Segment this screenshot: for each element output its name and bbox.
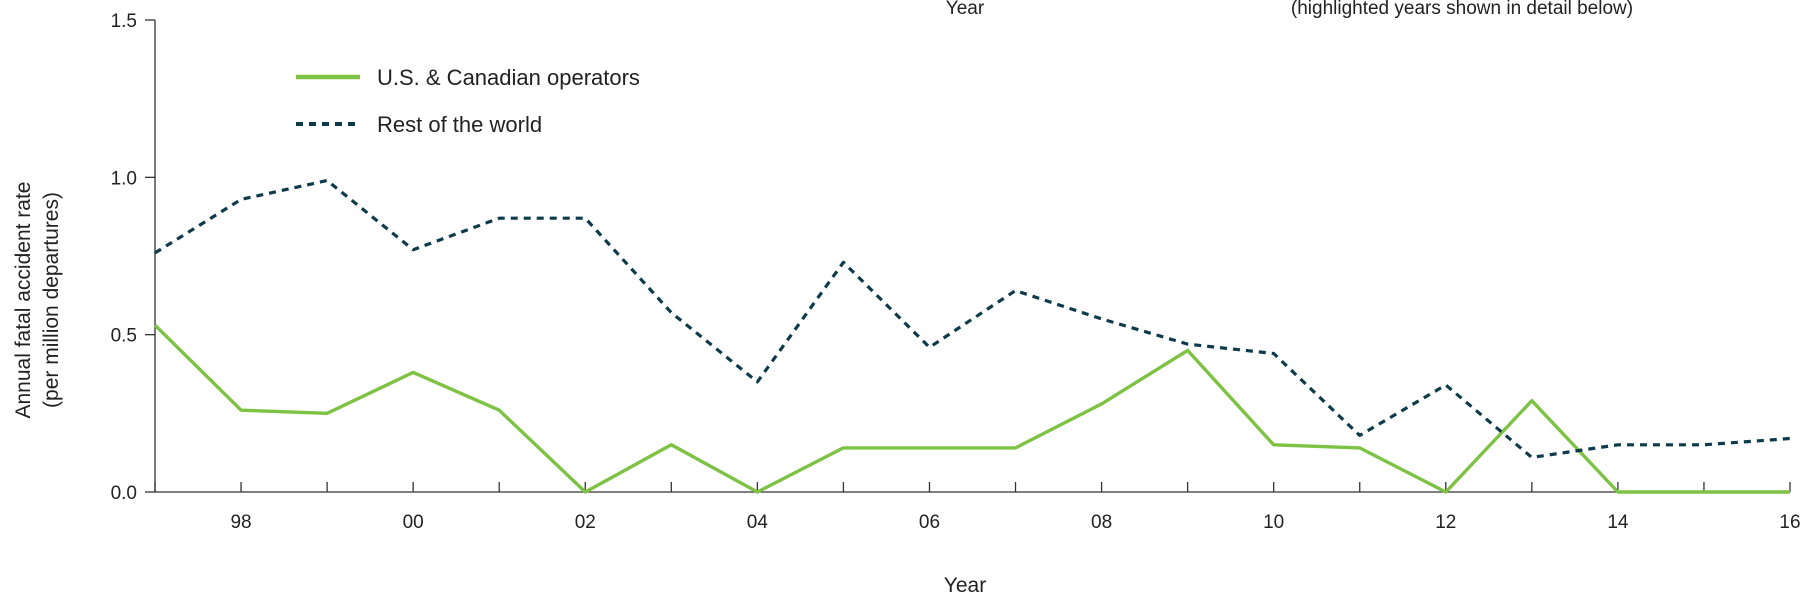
y-tick-label: 1.0	[111, 168, 137, 189]
series-layer	[153, 178, 1791, 494]
axis-ticks: 0.0 0.5 1.0 1.5 98 00 02 04 06 08 10 12 14 16	[111, 11, 1800, 533]
series-line-us-canadian	[153, 323, 1790, 494]
legend-item-rest-of-world: Rest of the world	[296, 112, 542, 137]
legend-label-us-canadian: U.S. & Canadian operators	[377, 65, 640, 90]
series-line-rest-of-world	[154, 178, 1791, 459]
x-tick-label: 02	[575, 512, 596, 533]
y-tick-label: 1.5	[111, 11, 137, 32]
x-tick-label: 10	[1263, 512, 1284, 533]
y-axis-title-line-2: (per million departures)	[40, 192, 63, 408]
x-axis-title: Year	[944, 574, 986, 597]
y-tick-label: 0.0	[111, 483, 137, 504]
x-tick-label: 14	[1607, 512, 1629, 533]
legend: U.S. & Canadian operators Rest of the wo…	[296, 65, 640, 137]
x-tick-label: 12	[1435, 512, 1456, 533]
axes	[154, 20, 1790, 493]
legend-label-rest-of-world: Rest of the world	[377, 112, 542, 137]
y-axis-title-line-1: Annual fatal accident rate	[12, 182, 35, 419]
legend-item-us-canadian: U.S. & Canadian operators	[296, 65, 640, 90]
y-tick-label: 0.5	[111, 326, 137, 347]
top-note-year: Year	[946, 0, 985, 19]
top-note-highlighted: (highlighted years shown in detail below…	[1291, 0, 1633, 19]
x-tick-label: 08	[1091, 512, 1112, 533]
x-tick-label: 98	[230, 512, 251, 533]
x-tick-label: 00	[403, 512, 424, 533]
x-tick-label: 16	[1779, 512, 1800, 533]
x-tick-label: 06	[919, 512, 940, 533]
x-tick-label: 04	[747, 512, 769, 533]
